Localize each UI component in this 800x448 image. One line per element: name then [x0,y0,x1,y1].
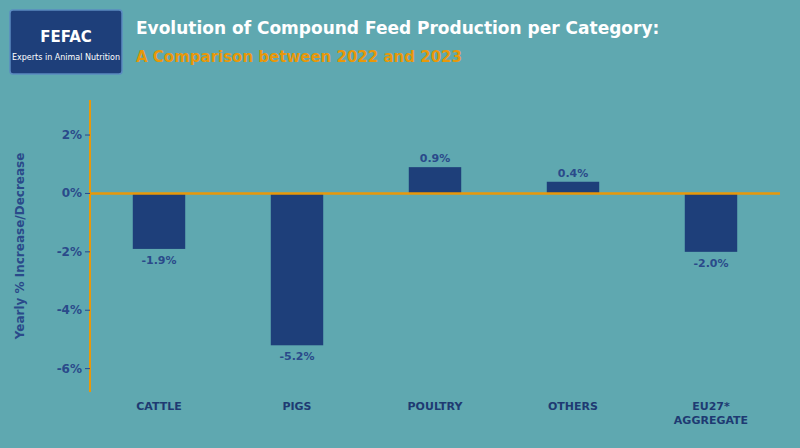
logo-subtext: Experts in Animal Nutrition [12,53,120,62]
x-tick-label-line: PIGS [282,400,311,413]
data-label: -2.0% [693,257,728,270]
data-label: -1.9% [141,254,176,267]
y-tick-label: 0% [62,186,82,200]
zero-line [90,192,780,195]
logo-text: FEFAC [40,28,92,46]
x-tick-label: POULTRY [408,400,464,413]
y-tick-label: -4% [57,303,82,317]
bar [409,167,461,193]
title: Evolution of Compound Feed Production pe… [136,18,659,38]
data-label: -5.2% [279,350,314,363]
x-tick-label-line: CATTLE [136,400,182,413]
y-axis-line [89,100,91,392]
bar [133,193,185,248]
bar [271,193,323,345]
x-tick-label: PIGS [282,400,311,413]
logo-box [10,10,122,74]
x-tick-label: CATTLE [136,400,182,413]
x-tick-label-line: AGGREGATE [674,414,748,427]
bar [547,182,599,194]
y-tick [85,251,90,252]
background [0,0,800,448]
x-tick-label-line: POULTRY [408,400,464,413]
bar [685,193,737,251]
x-tick-label-line: OTHERS [548,400,598,413]
x-tick-label-line: EU27* [692,400,730,413]
y-tick-label: 2% [62,128,82,142]
y-tick-label: -6% [57,362,82,376]
data-label: 0.9% [420,152,451,165]
y-tick [85,193,90,194]
y-tick [85,135,90,136]
data-label: 0.4% [558,167,589,180]
subtitle: A Comparison between 2022 and 2023 [136,48,462,66]
x-tick-label: EU27*AGGREGATE [674,400,748,427]
y-tick [85,368,90,369]
x-tick-label: OTHERS [548,400,598,413]
y-tick-label: -2% [57,245,82,259]
y-axis-label: Yearly % Increase/Decrease [13,153,27,341]
y-tick [85,310,90,311]
